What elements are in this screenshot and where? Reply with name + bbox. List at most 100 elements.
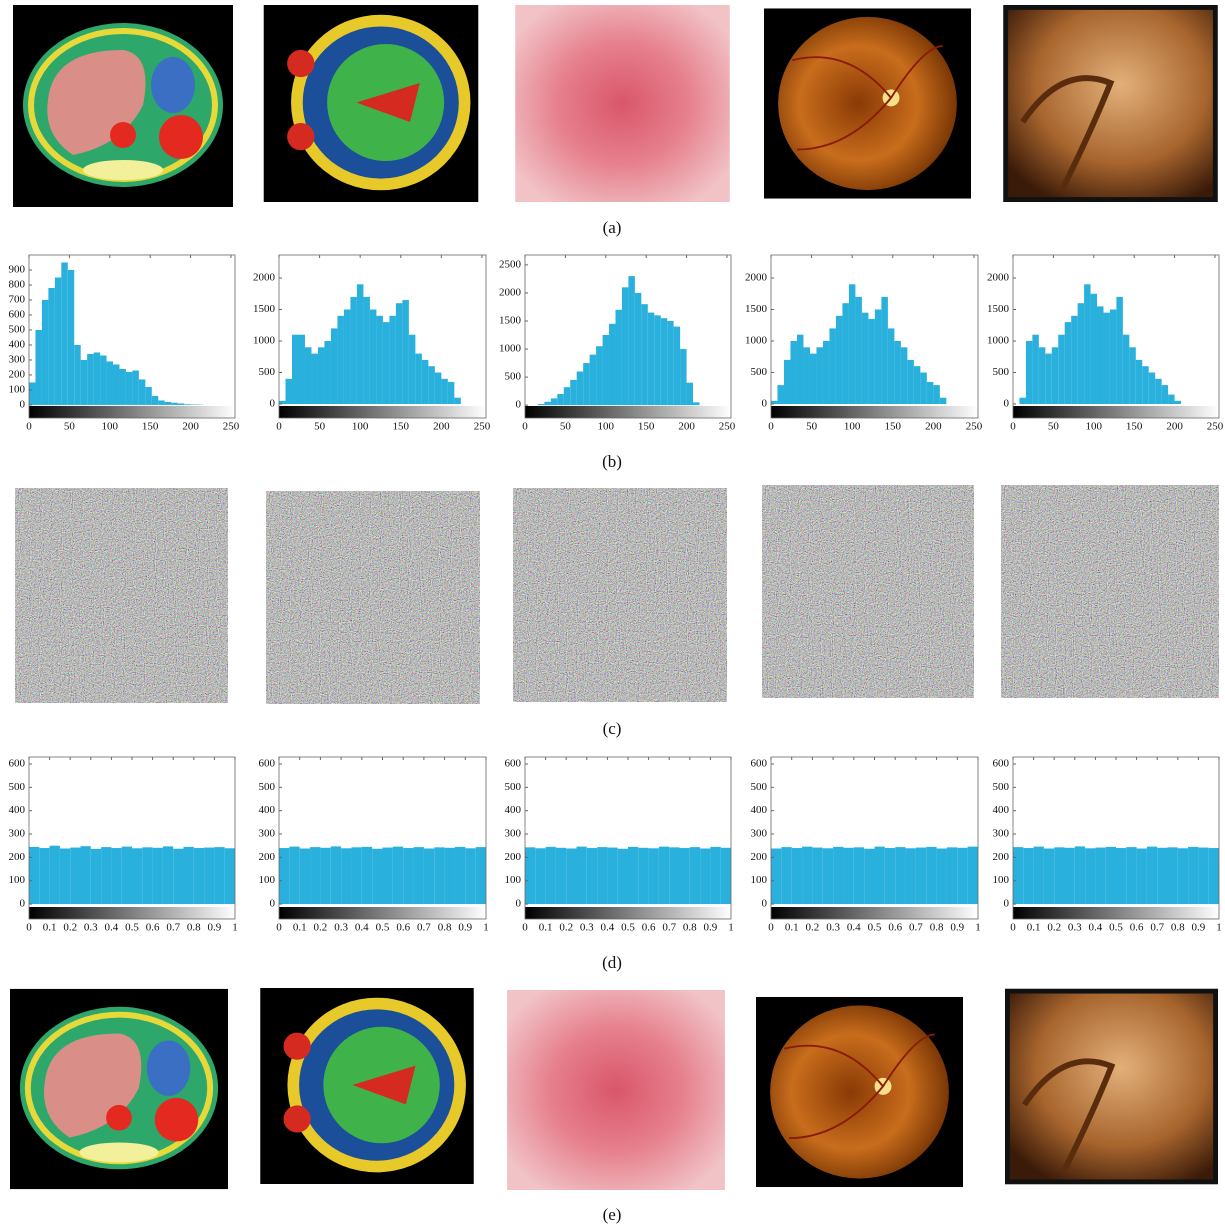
- bar: [557, 394, 563, 405]
- bar: [1188, 847, 1198, 904]
- x-tick-label: 0.5: [621, 922, 635, 934]
- bar: [947, 847, 957, 904]
- bar: [920, 373, 926, 405]
- bar: [849, 284, 855, 404]
- x-tick-label: 250: [474, 421, 491, 433]
- x-tick-label: 0.1: [1027, 922, 1041, 934]
- bar: [564, 387, 570, 405]
- bar: [357, 284, 363, 404]
- bar: [126, 372, 132, 405]
- bar: [320, 848, 330, 904]
- y-tick-label: 100: [993, 874, 1010, 886]
- bar: [225, 848, 235, 904]
- bar: [163, 846, 173, 904]
- bar: [285, 379, 291, 404]
- bar: [1044, 849, 1054, 905]
- y-tick-label: 200: [505, 851, 522, 863]
- x-tick-label: 0.2: [63, 922, 77, 934]
- bar: [693, 402, 699, 405]
- y-tick-label: 2500: [499, 258, 522, 270]
- row-c: [15, 485, 1219, 704]
- bar: [331, 328, 337, 404]
- bar: [907, 360, 913, 404]
- bar: [544, 402, 550, 405]
- bar: [454, 398, 460, 404]
- bar: [771, 849, 781, 905]
- y-tick-label: 0: [516, 898, 522, 910]
- bar: [603, 335, 609, 405]
- image: [764, 8, 971, 198]
- x-tick-label: 0.7: [662, 922, 676, 934]
- bar: [829, 328, 835, 404]
- x-tick-label: 0.4: [105, 922, 119, 934]
- colorbar: [29, 907, 235, 919]
- x-tick-label: 0.4: [1089, 922, 1103, 934]
- bar: [465, 848, 475, 904]
- bar: [292, 335, 298, 404]
- x-tick-label: 150: [393, 421, 410, 433]
- y-tick-label: 200: [751, 851, 768, 863]
- bar: [615, 310, 621, 405]
- bar: [667, 321, 673, 405]
- bar: [906, 848, 916, 904]
- x-tick-label: 0.2: [559, 922, 573, 934]
- bar: [875, 847, 885, 904]
- x-tick-label: 0: [522, 922, 528, 934]
- image: [513, 488, 727, 702]
- x-tick-label: 250: [966, 421, 983, 433]
- bar: [885, 848, 895, 904]
- bar: [1095, 848, 1105, 904]
- y-tick-label: 600: [9, 758, 26, 770]
- bar: [577, 847, 587, 904]
- y-tick-label: 0: [1004, 398, 1010, 410]
- bar: [618, 849, 628, 904]
- bar: [1084, 284, 1090, 404]
- x-tick-label: 0: [1010, 421, 1016, 433]
- bar: [792, 848, 802, 904]
- histogram: 010020030040050060000.10.20.30.40.50.60.…: [751, 757, 981, 934]
- bar: [184, 404, 190, 405]
- x-tick-label: 0.6: [146, 922, 160, 934]
- bar: [868, 319, 874, 404]
- bar: [687, 383, 693, 405]
- y-tick-label: 600: [505, 758, 522, 770]
- bar: [690, 847, 700, 904]
- bar: [324, 341, 330, 404]
- bar: [855, 297, 861, 404]
- image: [264, 5, 479, 202]
- caption: (d): [602, 953, 622, 972]
- x-tick-label: 0.7: [417, 922, 431, 934]
- histogram: 010020030040050060000.10.20.30.40.50.60.…: [9, 757, 238, 934]
- image: [515, 5, 730, 202]
- bar: [87, 354, 93, 405]
- y-tick-label: 1000: [499, 343, 522, 355]
- caption: (b): [602, 452, 622, 471]
- bar: [823, 848, 833, 904]
- bar: [721, 848, 731, 904]
- y-tick-label: 500: [751, 781, 768, 793]
- x-tick-label: 0: [26, 922, 32, 934]
- x-tick-label: 0.1: [539, 922, 553, 934]
- bar: [132, 370, 138, 404]
- bar: [1168, 847, 1178, 904]
- x-tick-label: 0.5: [1109, 922, 1123, 934]
- x-tick-label: 200: [1166, 421, 1183, 433]
- colorbar: [1013, 406, 1219, 418]
- x-tick-label: 250: [223, 421, 240, 433]
- bar: [1075, 846, 1085, 904]
- y-tick-label: 2000: [987, 272, 1010, 284]
- bar: [1126, 847, 1136, 904]
- bar: [1110, 310, 1116, 405]
- x-tick-label: 0.1: [785, 922, 799, 934]
- bar: [428, 366, 434, 404]
- x-tick-label: 50: [806, 421, 818, 433]
- x-tick-label: 0.6: [642, 922, 656, 934]
- x-tick-label: 0.3: [334, 922, 348, 934]
- bar: [1175, 401, 1181, 404]
- bar: [370, 310, 376, 405]
- x-tick-label: 100: [352, 421, 369, 433]
- x-tick-label: 1: [728, 922, 734, 934]
- x-tick-label: 0.9: [950, 922, 964, 934]
- bar: [55, 277, 61, 404]
- bar: [957, 848, 967, 904]
